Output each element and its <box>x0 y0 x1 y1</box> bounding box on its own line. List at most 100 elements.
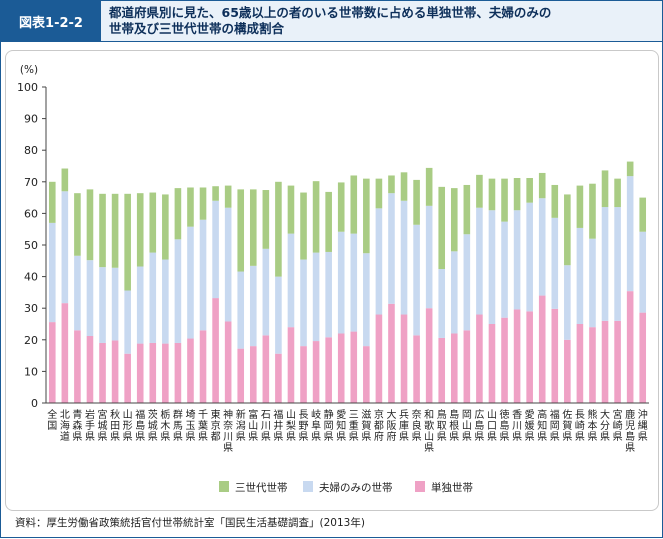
category-label-char: 口 <box>487 421 497 432</box>
bar-segment-three-gen <box>325 191 332 252</box>
bar-segment-couple <box>614 207 621 321</box>
y-tick-label: 10 <box>24 365 38 378</box>
category-label-char: 道 <box>60 430 70 443</box>
category-label-char: 県 <box>160 431 170 443</box>
bar-segment-three-gen <box>111 193 119 268</box>
category-label-char: 県 <box>424 442 434 454</box>
category-label-char: 岐 <box>311 408 321 421</box>
category-label-char: 山 <box>462 420 472 432</box>
category-label-char: 歌 <box>424 419 434 432</box>
category-label-char: 島 <box>474 419 484 432</box>
bar-segment-couple <box>325 251 332 338</box>
figure-header: 図表1-2-2 都道府県別に見た、65歳以上の者のいる世帯数に占める単独世帯、夫… <box>1 1 662 42</box>
bar-segment-single <box>300 346 307 403</box>
category-label-char: 佐 <box>562 409 572 421</box>
bar-segment-three-gen <box>224 185 232 208</box>
category-label-char: 県 <box>487 431 497 443</box>
category-label-char: 根 <box>449 419 459 432</box>
bar-segment-couple <box>589 238 596 328</box>
bar-segment-single <box>388 303 395 403</box>
category-label-char: 京 <box>374 408 384 421</box>
category-label-char: 沖 <box>638 408 648 421</box>
bar-segment-couple <box>162 259 169 344</box>
bar-segment-single <box>312 341 320 403</box>
y-tick-label: 70 <box>24 176 38 189</box>
category-label-char: 東 <box>211 408 221 421</box>
category-label-char: 島 <box>625 430 635 443</box>
bar-segment-three-gen <box>48 181 56 223</box>
bar-segment-couple <box>111 267 119 341</box>
bar-segment-three-gen <box>262 190 270 249</box>
bar-segment-single <box>86 336 94 403</box>
bar-segment-three-gen <box>86 189 94 261</box>
bar-segment-three-gen <box>564 194 571 266</box>
category-label-char: 富 <box>248 408 258 421</box>
bar-segment-three-gen <box>99 193 106 268</box>
bar-segment-couple <box>513 210 521 310</box>
bar-segment-single <box>488 324 496 403</box>
bar-segment-couple <box>501 221 508 318</box>
category-label-char: 本 <box>587 419 597 432</box>
category-label-char: 山 <box>286 409 296 421</box>
bar-segment-couple <box>476 207 483 315</box>
bar-segment-single <box>162 343 169 403</box>
category-label-char: 新 <box>236 408 246 421</box>
bar-segment-couple <box>74 255 81 331</box>
bar-segment-couple <box>136 266 144 344</box>
bar-segment-three-gen <box>488 178 496 211</box>
category-label-char: 崎 <box>575 419 585 432</box>
y-axis-unit: (%) <box>20 64 38 76</box>
category-label-char: 葉 <box>198 419 208 432</box>
bar-segment-couple <box>262 248 270 336</box>
category-label-char: 都 <box>211 431 221 443</box>
category-label-char: 国 <box>47 420 57 432</box>
bar-segment-single <box>501 317 508 403</box>
category-label-char: 山 <box>424 431 434 443</box>
bar-segment-single <box>187 338 194 403</box>
bar-segment-three-gen <box>124 193 131 291</box>
bar-segment-three-gen <box>551 184 559 218</box>
bar-segment-single <box>601 320 609 403</box>
category-label-char: 県 <box>123 431 133 443</box>
category-label-char: 県 <box>311 431 321 443</box>
category-label-char: 川 <box>223 432 233 443</box>
category-label-char: 全 <box>47 408 57 421</box>
bar-segment-three-gen <box>538 172 546 199</box>
bar-segment-couple <box>199 219 207 331</box>
bar-segment-three-gen <box>463 184 471 235</box>
bar-segment-couple <box>174 239 182 343</box>
category-label-char: 分 <box>600 420 610 432</box>
bar-segment-couple <box>538 198 546 296</box>
bar-segment-couple <box>564 265 571 340</box>
bar-segment-three-gen <box>312 181 320 253</box>
category-label-char: 府 <box>386 430 396 443</box>
bar-segment-three-gen <box>350 175 358 234</box>
bar-segment-single <box>463 330 471 403</box>
category-label-char: 岩 <box>85 408 95 421</box>
category-label-char: 府 <box>374 430 384 443</box>
legend-label: 夫婦のみの世帯 <box>319 481 393 494</box>
bar-segment-single <box>337 333 345 403</box>
bar-segment-three-gen <box>275 181 282 277</box>
legend-label: 単独世帯 <box>431 481 473 494</box>
category-label-char: 良 <box>412 419 422 432</box>
category-label-char: 県 <box>449 431 459 443</box>
bar-segment-single <box>237 348 245 403</box>
bar-segment-three-gen <box>501 178 508 222</box>
category-label-char: 県 <box>223 442 233 454</box>
category-label-char: 県 <box>349 431 359 443</box>
category-label-char: 岡 <box>324 420 334 432</box>
bar-segment-single <box>136 343 144 403</box>
category-label-char: 熊 <box>587 408 597 421</box>
bar-segment-single <box>363 346 370 403</box>
bar-segment-couple <box>488 210 496 324</box>
category-label-char: 香 <box>512 409 522 421</box>
category-label-char: 岡 <box>550 420 560 432</box>
bar-segment-single <box>476 314 483 403</box>
category-label-char: 県 <box>273 431 283 443</box>
category-label-char: 県 <box>85 431 95 443</box>
category-label-char: 崎 <box>613 419 623 432</box>
legend-swatch <box>219 481 229 492</box>
category-label-char: 鹿 <box>625 408 635 421</box>
